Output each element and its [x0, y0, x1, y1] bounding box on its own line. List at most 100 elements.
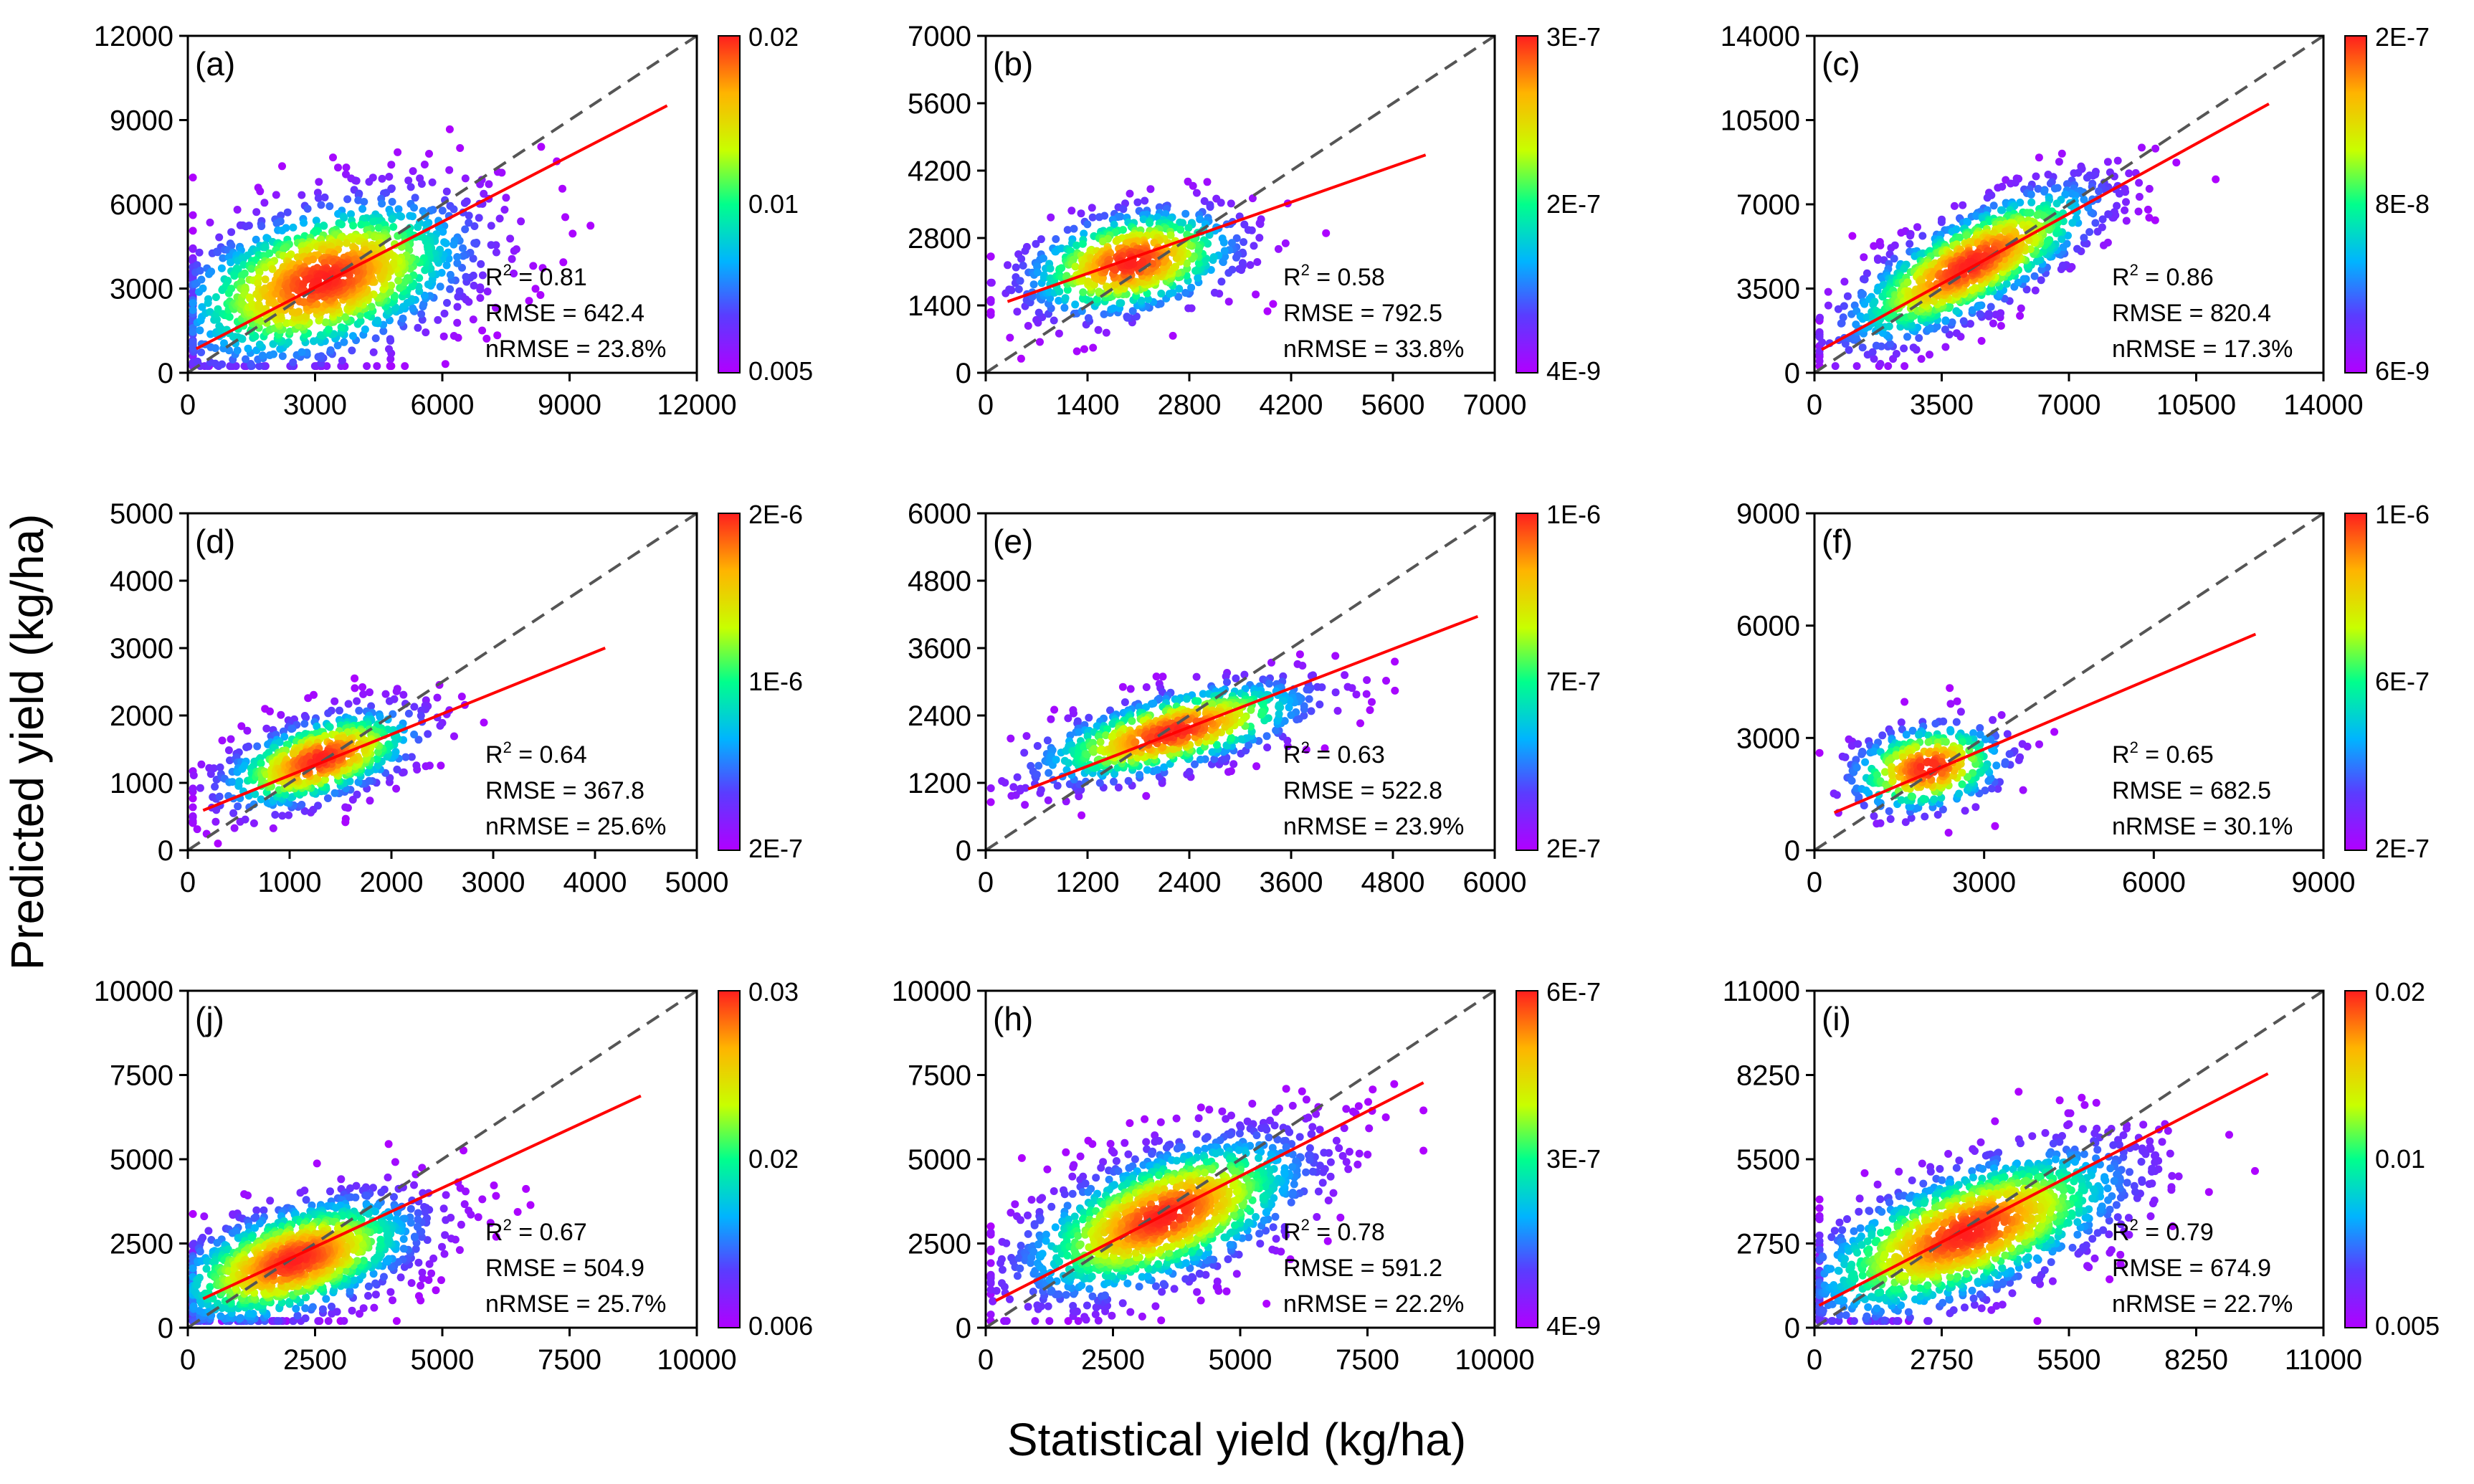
scatter-point	[440, 309, 449, 318]
scatter-point	[1136, 771, 1143, 779]
scatter-point	[529, 262, 538, 270]
scatter-point	[1275, 703, 1283, 711]
scatter-point	[1890, 241, 1899, 249]
scatter-point	[1333, 707, 1342, 715]
scatter-point	[1263, 743, 1272, 752]
scatter-point	[1046, 265, 1055, 273]
colorbar-bottom-label: 4E-9	[1546, 356, 1601, 386]
scatter-point	[470, 239, 479, 247]
scatter-point	[476, 294, 485, 303]
scatter-point	[2145, 214, 2154, 222]
scatter-point	[1950, 201, 1959, 210]
scatter-point	[1382, 677, 1390, 685]
scatter-point	[404, 709, 413, 718]
scatter-point	[417, 310, 426, 318]
scatter-point	[367, 303, 376, 311]
scatter-point	[238, 765, 247, 773]
scatter-point	[442, 187, 451, 196]
scatter-point	[396, 284, 404, 292]
scatter-point	[278, 227, 287, 234]
y-tick-label: 6000	[110, 189, 173, 221]
scatter-point	[2057, 149, 2066, 158]
scatter-point	[1065, 758, 1073, 767]
stat-r2: R2 = 0.58	[1283, 261, 1385, 291]
scatter-point	[1224, 269, 1233, 277]
scatter-point	[1089, 343, 1098, 352]
scatter-point	[214, 305, 222, 313]
scatter-point	[256, 187, 265, 196]
scatter-point	[244, 222, 253, 230]
y-tick-label: 0	[158, 835, 173, 867]
scatter-point	[340, 338, 348, 346]
scatter-point	[336, 706, 343, 715]
scatter-point	[1274, 244, 1283, 253]
scatter-point	[401, 753, 410, 761]
scatter-point	[1900, 344, 1908, 353]
stat-rmse: RMSE = 792.5	[1283, 300, 1442, 327]
scatter-point	[1897, 718, 1906, 727]
scatter-point	[508, 255, 516, 263]
scatter-point	[449, 240, 458, 249]
panel-label: (d)	[195, 523, 235, 560]
y-tick-label: 1000	[110, 768, 173, 799]
scatter-point	[2033, 211, 2042, 219]
scatter-point	[224, 746, 233, 754]
x-tick-label: 0	[180, 389, 196, 421]
scatter-point	[438, 206, 447, 215]
scatter-point	[436, 282, 444, 291]
scatter-point	[987, 278, 996, 287]
scatter-point	[1885, 807, 1893, 815]
scatter-point	[304, 694, 313, 703]
scatter-point	[360, 198, 368, 206]
x-tick-label: 6000	[411, 389, 475, 421]
scatter-point	[1124, 776, 1133, 785]
stat-rmse: RMSE = 367.8	[485, 777, 644, 804]
scatter-point	[399, 314, 407, 323]
y-tick-label: 4200	[908, 156, 971, 187]
scatter-point	[2144, 205, 2152, 214]
stat-rmse: RMSE = 642.4	[485, 300, 644, 327]
scatter-point	[1121, 698, 1129, 706]
scatter-point	[341, 803, 350, 812]
scatter-point	[1252, 762, 1261, 771]
scatter-point	[340, 214, 348, 222]
scatter-point	[353, 697, 361, 705]
scatter-point	[1247, 705, 1255, 714]
scatter-point	[434, 315, 442, 324]
scatter-point	[2031, 286, 2040, 295]
scatter-point	[2080, 234, 2088, 242]
scatter-point	[287, 725, 296, 733]
scatter-point	[1229, 760, 1238, 769]
scatter-point	[480, 189, 488, 198]
scatter-point	[247, 360, 255, 368]
scatter-point	[2002, 280, 2011, 288]
scatter-point	[1184, 304, 1193, 313]
scatter-point	[391, 748, 400, 756]
scatter-point	[338, 356, 346, 365]
scatter-point	[1141, 196, 1149, 205]
scatter-point	[1870, 298, 1879, 306]
scatter-point	[233, 346, 242, 355]
x-tick-label: 0	[978, 389, 994, 421]
scatter-point	[1816, 313, 1824, 322]
scatter-point	[1876, 241, 1885, 249]
scatter-point	[1022, 732, 1031, 741]
scatter-point	[373, 362, 381, 371]
r2-symbol: R	[1283, 741, 1301, 769]
scatter-point	[561, 213, 569, 222]
scatter-point	[317, 201, 325, 209]
scatter-point	[1843, 292, 1852, 300]
scatter-point	[1102, 328, 1110, 337]
scatter-point	[189, 338, 197, 346]
scatter-point	[1078, 239, 1087, 248]
scatter-point	[2030, 272, 2039, 280]
y-tick-label: 0	[956, 835, 971, 867]
panel-e: 0 1200 2400 3600 4800 60000120024003600480060…	[908, 498, 1601, 898]
panels: 0 3000 6000 9000 12000030006000900012000(a)R…	[94, 21, 2440, 1376]
scatter-point	[1937, 218, 1946, 227]
y-axis-title: Predicted yield (kg/ha)	[1, 514, 53, 971]
scatter-point	[1915, 334, 1923, 342]
scatter-point	[2011, 179, 2019, 187]
r2-superscript: 2	[503, 261, 512, 279]
scatter-point	[1983, 194, 1992, 202]
